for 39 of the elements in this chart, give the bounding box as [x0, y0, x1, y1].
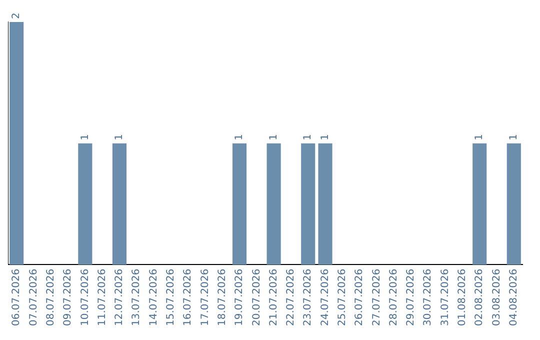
data-label: 1 — [508, 134, 520, 140]
x-tick-label: 27.07.2026 — [371, 268, 382, 326]
x-tick-label: 18.07.2026 — [216, 268, 228, 326]
x-tick-label: 23.07.2026 — [302, 268, 314, 326]
x-tick-label: 11.07.2026 — [96, 268, 108, 326]
x-tick-label: 09.07.2026 — [62, 268, 74, 326]
data-label: 1 — [234, 134, 246, 140]
x-tick-label: 02.08.2026 — [474, 268, 486, 326]
x-tick-label: 16.07.2026 — [182, 268, 194, 326]
x-tick-label: 24.07.2026 — [320, 268, 331, 326]
x-tick-label: 29.07.2026 — [406, 268, 417, 326]
x-tick-label: 20.07.2026 — [251, 268, 262, 326]
data-label: 1 — [320, 134, 331, 140]
x-tick-label: 12.07.2026 — [114, 268, 126, 326]
x-tick-label: 10.07.2026 — [80, 268, 91, 326]
x-tick-label: 07.07.2026 — [28, 268, 40, 326]
x-tick-label: 08.07.2026 — [45, 268, 56, 326]
x-tick-label: 01.08.2026 — [457, 268, 468, 326]
x-tick-label: 28.07.2026 — [388, 268, 400, 326]
x-tick-label: 31.07.2026 — [440, 268, 451, 326]
data-label: 1 — [302, 134, 314, 140]
x-tick-label: 13.07.2026 — [131, 268, 142, 326]
data-label: 1 — [80, 134, 91, 140]
x-tick-label: 14.07.2026 — [148, 268, 160, 326]
x-tick-label: 04.08.2026 — [508, 268, 520, 326]
x-tick-label: 30.07.2026 — [422, 268, 434, 326]
x-tick-label: 22.07.2026 — [286, 268, 297, 326]
data-label: 2 — [11, 12, 22, 19]
data-label: 1 — [474, 134, 486, 140]
x-tick-label: 21.07.2026 — [268, 268, 280, 326]
x-tick-label: 19.07.2026 — [234, 268, 246, 326]
x-tick-label: 25.07.2026 — [337, 268, 348, 326]
x-tick-label: 06.07.2026 — [11, 268, 22, 326]
x-tick-label: 15.07.2026 — [166, 268, 177, 326]
data-label: 1 — [114, 134, 126, 140]
x-tick-label: 26.07.2026 — [354, 268, 366, 326]
x-tick-label: 03.08.2026 — [491, 268, 502, 326]
x-tick-label: 17.07.2026 — [200, 268, 211, 326]
data-label: 1 — [268, 134, 280, 140]
